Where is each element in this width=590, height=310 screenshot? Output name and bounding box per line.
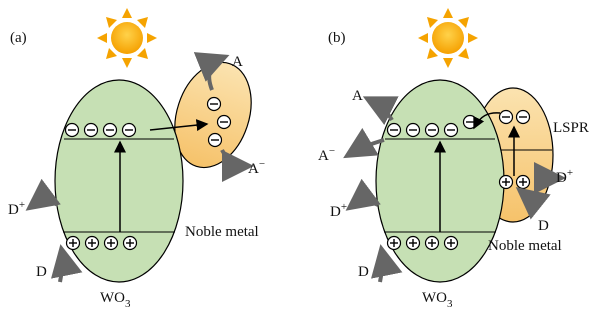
ion-charge: + [19,199,25,211]
acceptor: A [352,88,363,104]
panel-b: (b) A A− LSPR D+ D Noble metal D+ D WO3 [318,8,589,310]
panel-a: (a) A A− D+ D Noble metal WO3 [8,8,265,310]
semiconductor-label: WO3 [100,290,131,310]
panel-label: (b) [328,30,346,46]
ion-base: A [248,161,259,177]
metal-label: Noble metal [488,238,562,254]
ion-charge: + [341,201,347,213]
donor-ion: D+ [330,201,347,220]
formula-sub: 3 [447,298,453,310]
diagram: (a) A A− D+ D Noble metal WO3 (b) A A− L… [0,0,590,310]
donor: D [36,264,47,280]
ion-base: D [556,170,567,186]
donor-ion: D+ [8,199,25,218]
donor: D [358,264,369,280]
donor-ion: D+ [556,167,573,186]
effect-label: LSPR [553,120,589,136]
ion-base: D [8,202,19,218]
donor: D [538,218,549,234]
formula-sub: 3 [125,298,131,310]
acceptor-ion: A− [248,158,265,177]
acceptor-ion: A− [318,145,335,164]
ion-base: A [318,148,329,164]
semiconductor-label: WO3 [422,290,453,310]
panel-label: (a) [10,30,27,46]
formula: WO [422,290,447,306]
ion-charge: − [259,158,265,170]
formula: WO [100,290,125,306]
ion-charge: − [329,145,335,157]
ion-charge: + [567,167,573,179]
ion-base: D [330,204,341,220]
acceptor: A [232,54,243,70]
metal-label: Noble metal [185,224,259,240]
